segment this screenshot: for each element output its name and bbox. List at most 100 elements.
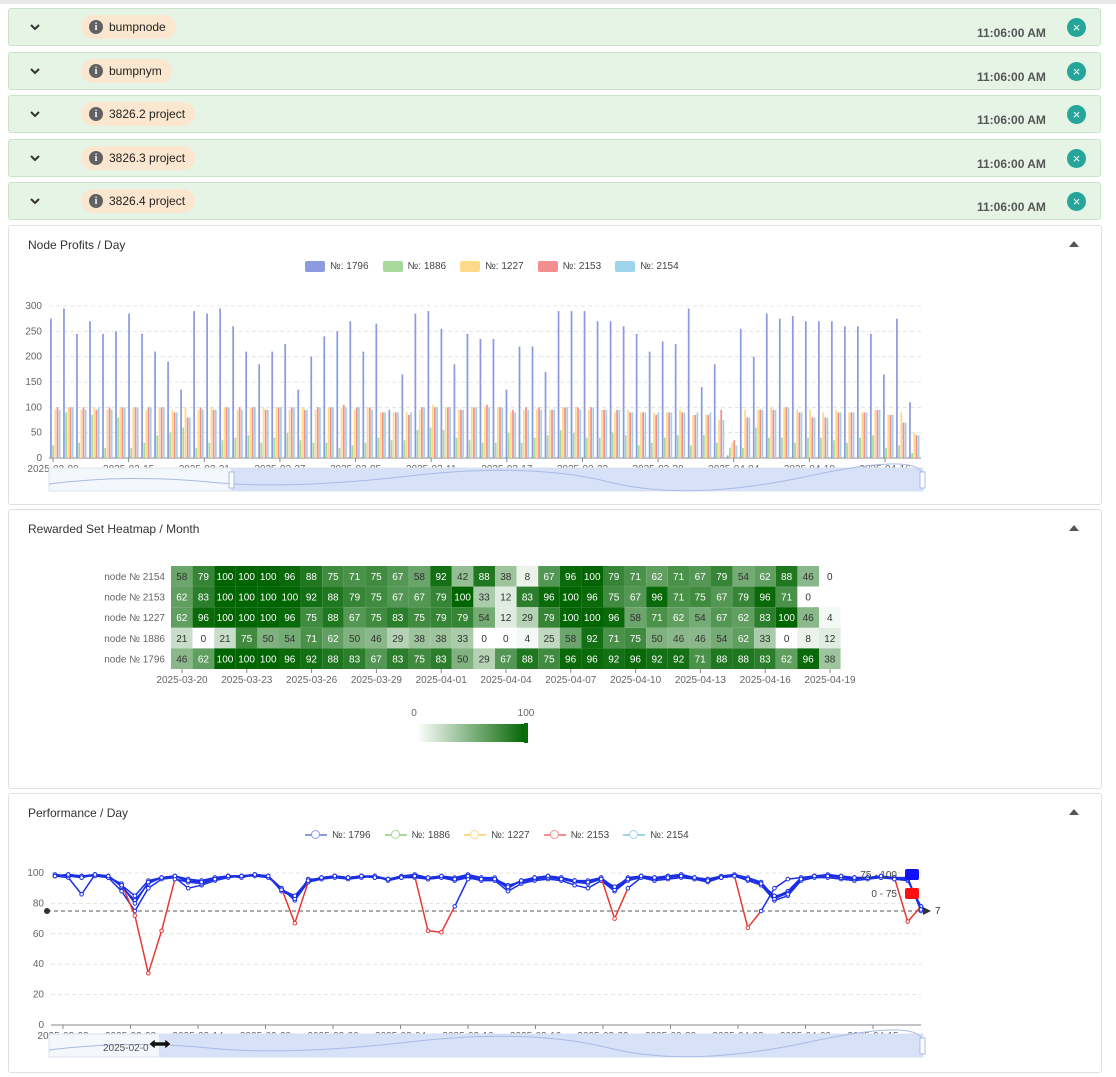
bar <box>479 338 482 458</box>
heatmap-cell <box>603 607 625 628</box>
heatmap-cell-label: 100 <box>260 572 277 583</box>
chevron-down-icon[interactable] <box>29 195 41 207</box>
heatmap-cell <box>689 586 711 608</box>
bar <box>761 409 764 458</box>
bar <box>824 417 827 458</box>
chevron-up-icon[interactable] <box>1069 241 1079 247</box>
bar <box>440 328 443 458</box>
close-icon[interactable]: × <box>1067 192 1086 211</box>
notification-label: 3826.3 project <box>109 151 186 165</box>
bar <box>329 407 332 458</box>
bar <box>627 409 629 458</box>
legend-item[interactable]: №: 2153 <box>537 261 601 272</box>
bar <box>223 407 226 458</box>
series-line-segment <box>80 874 96 895</box>
y-tick-label: 20 <box>33 990 45 1001</box>
close-icon[interactable]: × <box>1067 105 1086 124</box>
series-point <box>665 875 671 880</box>
bar <box>50 318 52 458</box>
series-point <box>159 928 164 934</box>
legend-swatch <box>615 261 636 272</box>
bar <box>188 417 191 458</box>
performance-panel: Performance / Day №: 1796 №: 1886 №: 1227 №… <box>8 793 1102 1073</box>
bar <box>423 407 425 458</box>
bar <box>405 412 408 458</box>
series-line-segment <box>134 887 149 912</box>
bar <box>752 356 755 458</box>
legend-item[interactable]: №: 1796 <box>305 261 369 272</box>
series-point <box>132 893 138 899</box>
series-point <box>678 873 684 879</box>
heatmap-cell <box>775 627 798 649</box>
legend-item[interactable]: №: 1886 <box>382 261 446 272</box>
legend-label: №: 1886 <box>411 829 451 841</box>
legend-item[interactable]: №: 1227 <box>460 261 524 272</box>
bar <box>470 407 473 458</box>
heatmap-cell <box>343 586 366 608</box>
chevron-down-icon[interactable] <box>29 65 41 77</box>
bar <box>286 432 289 458</box>
chevron-up-icon[interactable] <box>1069 525 1079 531</box>
close-icon[interactable]: × <box>1067 149 1086 168</box>
bar <box>436 407 438 458</box>
bar <box>883 374 885 458</box>
legend-item[interactable]: №: 2154 <box>615 261 679 272</box>
heatmap-cell-label: 62 <box>759 572 771 583</box>
bar <box>648 351 651 458</box>
bar <box>455 437 458 458</box>
legend-item[interactable]: №: 1796 <box>305 829 371 841</box>
heatmap-cell-label: 67 <box>695 572 707 583</box>
heatmap-cell <box>387 607 409 628</box>
bar <box>559 430 562 458</box>
bar <box>76 333 78 458</box>
bar <box>306 409 308 458</box>
bar <box>444 407 447 458</box>
bar <box>742 447 744 458</box>
heatmap-cell <box>581 607 603 628</box>
heatmap-cell <box>775 566 798 587</box>
legend-item[interactable]: №: 1227 <box>464 829 530 841</box>
bar <box>657 412 660 458</box>
bar <box>522 409 525 458</box>
heatmap-cell <box>624 607 647 628</box>
legend-item[interactable]: №: 2154 <box>623 829 689 841</box>
heatmap-cell-label: 71 <box>306 634 318 645</box>
chevron-down-icon[interactable] <box>29 108 41 120</box>
bar <box>896 318 898 458</box>
visual-piece-high-swatch <box>905 869 919 880</box>
heatmap-cell-label: 71 <box>608 634 620 645</box>
heatmap-cell-label: 33 <box>479 593 491 604</box>
bar <box>794 442 796 458</box>
bar <box>826 417 829 458</box>
heatmap-cell-label: 46 <box>695 634 707 645</box>
bar <box>629 412 631 458</box>
heatmap-cell-label: 83 <box>435 654 447 665</box>
heatmap-cell-label: 8 <box>805 634 811 645</box>
heatmap-cell <box>387 627 409 649</box>
series-point <box>918 907 924 912</box>
chevron-down-icon[interactable] <box>29 21 41 33</box>
heatmap-cell-label: 58 <box>630 613 642 624</box>
bar <box>705 414 707 458</box>
close-icon[interactable]: × <box>1067 18 1086 37</box>
heatmap-cell-label: 46 <box>803 572 815 583</box>
legend-item[interactable]: №: 1886 <box>384 829 451 841</box>
heatmap-cell-label: 79 <box>198 572 210 583</box>
bar <box>227 407 230 458</box>
bar <box>787 407 790 458</box>
bar <box>63 308 65 458</box>
series-point <box>146 885 151 891</box>
chevron-up-icon[interactable] <box>1069 809 1079 815</box>
bar <box>527 409 530 458</box>
bar <box>781 437 783 458</box>
y-tick-label: 100 <box>27 868 44 879</box>
series-line-segment <box>507 879 522 888</box>
heatmap-cell-label: 75 <box>306 613 318 624</box>
heatmap-cell-label: 96 <box>759 593 771 604</box>
series-line-segment <box>440 906 456 933</box>
close-icon[interactable]: × <box>1067 62 1086 81</box>
bar <box>609 321 612 458</box>
chevron-down-icon[interactable] <box>29 152 41 164</box>
bar <box>167 361 169 458</box>
legend-item[interactable]: №: 2153 <box>543 829 609 841</box>
